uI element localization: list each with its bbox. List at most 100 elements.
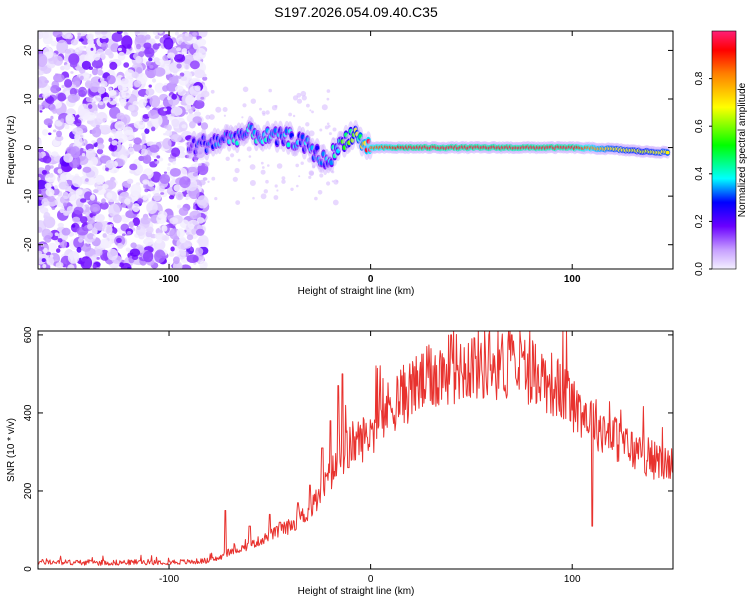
heatmap-noise-blob (140, 148, 148, 156)
heatmap-faint-blob (204, 161, 210, 167)
snr-y-tick-label: 600 (23, 326, 34, 343)
heatmap-noise-blob (106, 192, 113, 199)
heatmap-noise-blob (67, 264, 75, 269)
heatmap-noise-blob (123, 126, 134, 136)
heatmap-noise-blob (85, 148, 96, 160)
heatmap-x-tick-label: 0 (368, 274, 374, 285)
heatmap-noise-blob (167, 163, 171, 166)
heatmap-faint-blob (298, 175, 301, 178)
heatmap-noise-blob (121, 216, 130, 223)
heatmap-noise-blob (154, 35, 160, 40)
heatmap-noise-blob (77, 32, 81, 36)
heatmap-noise-blob (173, 184, 183, 192)
heatmap-frame (37, 30, 674, 270)
heatmap-noise-blob (98, 101, 104, 106)
heatmap-noise-blob (48, 132, 52, 136)
heatmap-noise-blob (40, 246, 44, 250)
heatmap-noise-blob (129, 163, 138, 171)
heatmap-noise-blob (44, 164, 51, 172)
heatmap-noise-blob (55, 135, 64, 142)
heatmap-noise-blob (108, 137, 113, 143)
heatmap-noise-blob (106, 75, 116, 85)
heatmap-noise-blob (137, 198, 144, 204)
heatmap-noise-blob (180, 264, 192, 269)
heatmap-noise-blob (142, 179, 150, 185)
heatmap-noise-blob (176, 63, 182, 69)
heatmap-noise-blob (66, 33, 73, 40)
heatmap-noise-blob (177, 88, 187, 96)
heatmap-noise-blob (120, 98, 127, 107)
heatmap-noise-blob (122, 149, 130, 156)
heatmap-noise-blob (171, 118, 180, 128)
heatmap-noise-blob (146, 126, 151, 130)
heatmap-noise-blob (162, 138, 172, 150)
heatmap-noise-blob (175, 191, 184, 201)
heatmap-noise-blob (116, 102, 120, 107)
heatmap-faint-blob (211, 176, 216, 181)
heatmap-noise-blob (46, 96, 55, 105)
heatmap-noise-blob (169, 168, 181, 177)
heatmap-y-tick-label: 10 (23, 93, 34, 105)
heatmap-faint-blob (281, 176, 286, 181)
heatmap-faint-blob (296, 184, 299, 188)
heatmap-noise-blob (157, 107, 169, 116)
heatmap-faint-blob (301, 95, 307, 101)
heatmap-noise-blob (99, 201, 109, 210)
heatmap-noise-blob (117, 51, 126, 61)
heatmap-noise-blob (196, 217, 205, 224)
heatmap-noise-blob (171, 147, 181, 157)
heatmap-noise-blob (81, 243, 92, 252)
heatmap-faint-blob (281, 179, 286, 184)
heatmap-noise-blob (133, 80, 142, 88)
heatmap-noise-blob (52, 129, 57, 133)
heatmap-faint-blob (252, 196, 255, 200)
heatmap-faint-blob (305, 122, 310, 127)
heatmap-noise-blob (61, 227, 71, 236)
heatmap-faint-blob (273, 195, 279, 200)
heatmap-noise-blob (56, 130, 62, 138)
heatmap-noise-blob (78, 38, 84, 42)
heatmap-noise-blob (108, 87, 113, 91)
heatmap-faint-blob (260, 193, 267, 200)
heatmap-noise-blob (189, 247, 194, 252)
heatmap-faint-blob (326, 89, 331, 93)
colorbar-tick-label: 0.6 (694, 119, 705, 133)
heatmap-faint-blob (214, 197, 218, 201)
heatmap-noise-blob (173, 72, 177, 76)
heatmap-noise-blob (101, 198, 106, 204)
heatmap-y-tick-label: -10 (23, 188, 34, 203)
heatmap-faint-blob (331, 180, 334, 183)
heatmap-noise-blob (177, 204, 181, 209)
heatmap-noise-blob (132, 203, 140, 213)
heatmap-noise-blob (123, 183, 130, 188)
heatmap-faint-blob (311, 110, 314, 114)
heatmap-noise-blob (184, 63, 190, 70)
heatmap-noise-blob (197, 235, 209, 247)
heatmap-noise-blob (107, 232, 116, 240)
heatmap-noise-blob (194, 69, 206, 79)
heatmap-noise-blob (105, 167, 109, 172)
heatmap-noise-blob (166, 82, 178, 92)
heatmap-noise-blob (58, 181, 69, 190)
heatmap-noise-blob (91, 140, 96, 144)
heatmap-noise-blob (95, 174, 105, 185)
heatmap-x-axis-label: Height of straight line (km) (298, 286, 415, 297)
heatmap-noise-blob (151, 78, 157, 83)
heatmap-noise-blob (146, 142, 151, 147)
heatmap-noise-blob (167, 96, 171, 101)
heatmap-noise-blob (178, 207, 189, 216)
heatmap-noise-blob (91, 68, 99, 76)
heatmap-faint-blob (276, 163, 283, 169)
heatmap-noise-blob (63, 202, 67, 207)
heatmap-noise-blob (38, 179, 48, 190)
heatmap-noise-blob (196, 195, 209, 209)
heatmap-noise-blob (44, 182, 52, 190)
heatmap-noise-blob (111, 128, 117, 134)
heatmap-noise-blob (179, 176, 191, 189)
heatmap-noise-blob (158, 157, 164, 162)
heatmap-noise-blob (132, 143, 142, 152)
heatmap-noise-blob (105, 159, 116, 169)
heatmap-noise-blob (154, 249, 166, 263)
heatmap-faint-blob (249, 180, 256, 186)
